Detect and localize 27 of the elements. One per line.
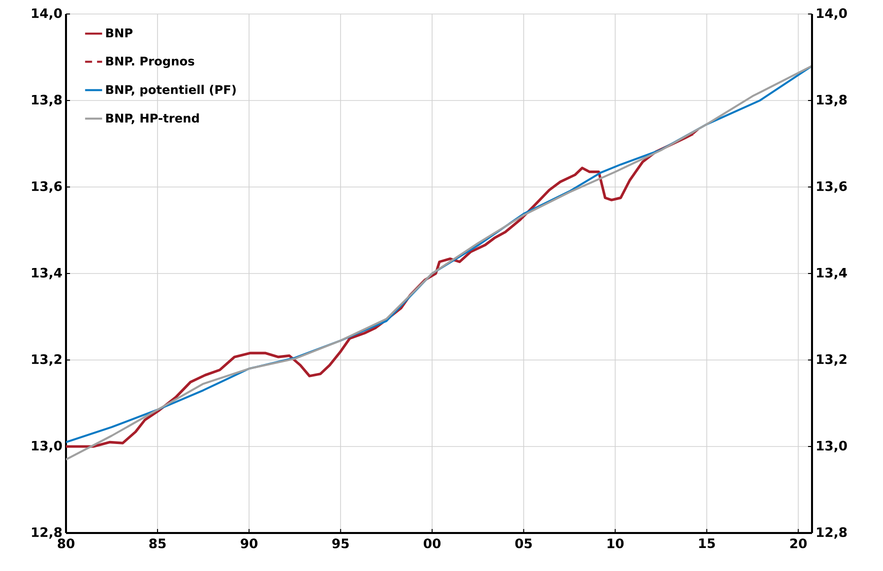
y2-tick-label: 13,0 [817,440,847,452]
y2-tick-label: 13,8 [817,94,847,106]
x-tick-label: 90 [240,538,258,548]
x-tick-label: 05 [515,538,532,548]
y2-tick-label: 14,0 [817,8,847,20]
x-tick-label: 85 [149,538,166,548]
x-tick-label: 15 [699,538,715,548]
y-tick-label: 13,0 [32,440,62,452]
legend-label: BNP, potentiell (PF) [106,84,236,96]
x-tick-label: 00 [424,538,441,548]
x-tick-label: 95 [332,538,349,548]
y-tick-label: 14,0 [32,8,62,20]
y-tick-label: 13,2 [32,354,62,366]
y2-tick-label: 13,4 [817,268,847,280]
y-tick-label: 13,6 [32,181,62,193]
y-tick-label: 13,4 [32,268,62,280]
x-tick-label: 80 [58,538,74,548]
y-tick-label: 13,8 [32,94,62,106]
legend-label: BNP, HP-trend [106,113,199,124]
y-tick-label: 12,8 [32,527,62,539]
y2-tick-label: 13,2 [817,354,846,366]
legend-label: BNP. Prognos [106,56,194,68]
y2-tick-label: 12,8 [817,527,847,539]
legend-label: BNP [106,28,132,38]
x-tick-label: 10 [608,538,624,548]
x-tick-label: 20 [790,538,807,548]
y2-tick-label: 13,6 [817,181,847,193]
